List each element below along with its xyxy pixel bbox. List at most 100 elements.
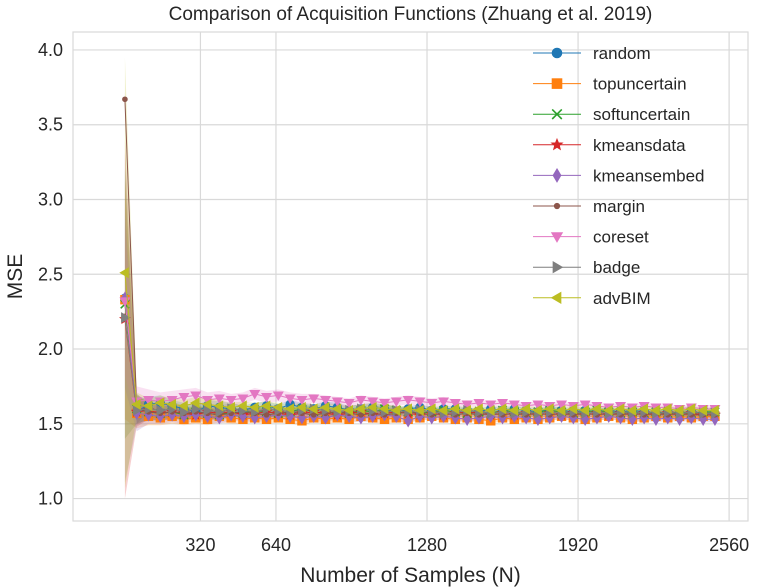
data-point [201, 398, 212, 410]
data-point [402, 403, 412, 415]
confidence-band-kmeansdata [124, 139, 715, 499]
data-point [508, 404, 519, 416]
legend-label: margin [593, 197, 645, 216]
data-point [156, 404, 166, 416]
legend-marker [552, 167, 562, 183]
data-point [426, 403, 436, 415]
data-point [284, 403, 294, 415]
y-tick-label: 1.0 [38, 489, 63, 509]
data-point [367, 401, 377, 413]
data-point [272, 391, 284, 402]
data-point [261, 393, 273, 403]
data-point [378, 403, 389, 415]
data-point [414, 397, 426, 407]
data-point [296, 401, 306, 413]
data-point [709, 404, 719, 416]
data-point [119, 267, 129, 279]
data-point [485, 400, 497, 410]
data-point [626, 404, 637, 416]
data-point [343, 404, 353, 416]
data-point [321, 411, 330, 425]
data-point [272, 401, 283, 413]
data-point [166, 398, 176, 410]
data-point [225, 396, 237, 406]
data-point [191, 403, 202, 415]
data-point [180, 406, 190, 418]
data-point [249, 390, 261, 400]
legend-label: softuncertain [593, 105, 690, 124]
legend-label: badge [593, 258, 640, 277]
data-point [461, 400, 473, 410]
data-point [473, 399, 485, 409]
data-point [496, 403, 507, 415]
legend-marker [553, 202, 561, 210]
data-point [213, 394, 225, 404]
data-point [121, 312, 131, 324]
y-tick-label: 2.5 [38, 264, 63, 284]
legend-marker [550, 291, 562, 304]
data-point [142, 400, 153, 412]
data-point [310, 412, 317, 418]
data-point [520, 403, 531, 415]
x-tick-label: 1280 [407, 535, 447, 555]
data-point [697, 404, 708, 416]
data-point [215, 406, 225, 418]
data-point [379, 399, 391, 409]
legend-label: advBIM [593, 289, 651, 308]
data-point [260, 400, 271, 412]
data-point [237, 400, 247, 412]
series-coreset [119, 297, 721, 415]
data-point [320, 396, 332, 406]
data-point [390, 404, 401, 416]
legend-marker [550, 137, 564, 151]
legend-label: coreset [593, 228, 649, 247]
x-tick-label: 320 [185, 535, 215, 555]
series-advBIM [119, 267, 719, 416]
data-point [449, 403, 460, 415]
x-tick-label: 2560 [709, 535, 749, 555]
series-lines [119, 96, 721, 428]
data-point [449, 399, 461, 409]
data-point [296, 396, 308, 406]
legend-marker [552, 261, 564, 274]
data-point [650, 404, 660, 416]
data-point [263, 412, 270, 418]
data-point [497, 399, 509, 409]
data-point [355, 403, 365, 415]
data-point [556, 400, 568, 410]
data-point [437, 404, 448, 416]
legend-item-topuncertain: topuncertain [533, 75, 687, 94]
data-point [567, 403, 578, 415]
data-point [555, 404, 566, 416]
y-tick-label: 3.5 [38, 115, 63, 135]
data-point [638, 403, 649, 415]
x-tick-label: 1920 [558, 535, 598, 555]
tick-labels: 320 640 1280 1920 2560 1.0 1.5 2.0 2.5 3.0 3.5 4.0 [38, 40, 749, 555]
data-point [178, 393, 190, 403]
data-point [131, 398, 141, 410]
legend-marker [551, 78, 563, 89]
data-point [132, 404, 143, 416]
data-point [343, 399, 355, 409]
legend-item-softuncertain: softuncertain [533, 105, 690, 124]
y-tick-label: 1.5 [38, 414, 63, 434]
data-point [508, 400, 520, 410]
data-point [532, 400, 544, 410]
data-point [249, 401, 259, 413]
y-axis-title: MSE [4, 254, 27, 300]
data-point [414, 404, 424, 416]
data-point [319, 401, 330, 413]
data-point [614, 403, 625, 415]
data-point [461, 404, 472, 416]
data-point [367, 397, 379, 407]
data-point [603, 404, 613, 416]
legend-label: kmeansdata [593, 136, 686, 155]
data-point [143, 396, 155, 406]
data-point [402, 396, 414, 406]
legend-item-coreset: coreset [533, 228, 649, 247]
data-point [579, 404, 590, 416]
data-point [390, 397, 402, 407]
data-point [237, 394, 249, 404]
